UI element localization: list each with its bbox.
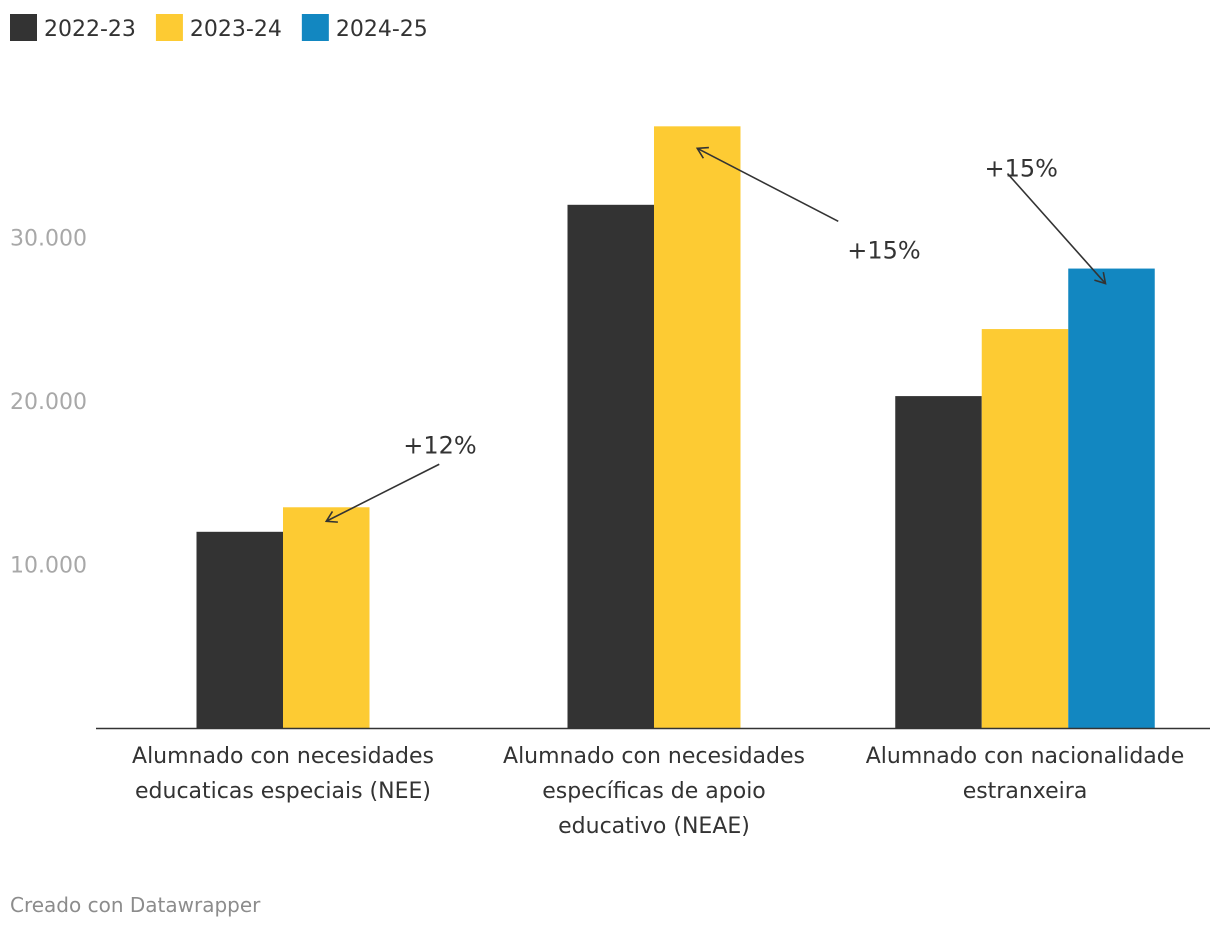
annotation-arrow xyxy=(1006,173,1107,285)
category-label-line: educativo (NEAE) xyxy=(558,814,750,839)
legend-swatch-2024-25 xyxy=(301,14,329,41)
category-label-line: Alumnado con necesidades xyxy=(503,744,805,769)
bar-2022-23-cat1 xyxy=(567,204,654,729)
annotation-arrow xyxy=(324,463,440,523)
legend-swatch-2022-23 xyxy=(10,14,37,41)
annotation-label: +15% xyxy=(847,236,920,264)
annotations: +12% +15% +15% xyxy=(324,146,1107,523)
y-axis-ticks: 10.000 20.000 30.000 xyxy=(10,227,87,579)
annotation-label: +15% xyxy=(985,155,1058,183)
category-label-line: específicas de apoio xyxy=(542,779,766,804)
bar-2022-23-cat0 xyxy=(196,531,283,728)
bar-2022-23-cat2 xyxy=(895,396,982,728)
y-tick-label: 10.000 xyxy=(10,554,87,579)
bar-2023-24-cat1 xyxy=(654,126,741,728)
y-tick-label: 30.000 xyxy=(10,227,87,252)
annotation-label: +12% xyxy=(403,431,476,459)
bars xyxy=(196,126,1155,729)
category-label-line: estranxeira xyxy=(963,779,1088,804)
y-tick-label: 20.000 xyxy=(10,390,87,415)
footer-credit: Creado con Datawrapper xyxy=(10,893,261,917)
x-axis-categories: Alumnado con necesidades educaticas espec… xyxy=(132,744,1184,839)
category-label-line: Alumnado con nacionalidade xyxy=(866,744,1185,769)
bar-2023-24-cat0 xyxy=(283,507,370,728)
legend-label-2024-25: 2024-25 xyxy=(336,17,428,42)
bar-2024-25-cat2 xyxy=(1068,268,1155,728)
legend-label-2023-24: 2023-24 xyxy=(190,17,282,42)
category-label-line: educaticas especiais (NEE) xyxy=(135,779,431,804)
legend: 2022-23 2023-24 2024-25 xyxy=(10,14,428,42)
bar-2023-24-cat2 xyxy=(981,329,1069,728)
legend-label-2022-23: 2022-23 xyxy=(44,17,136,42)
annotation-arrow xyxy=(695,146,839,223)
category-label-line: Alumnado con necesidades xyxy=(132,744,434,769)
legend-swatch-2023-24 xyxy=(155,14,183,41)
